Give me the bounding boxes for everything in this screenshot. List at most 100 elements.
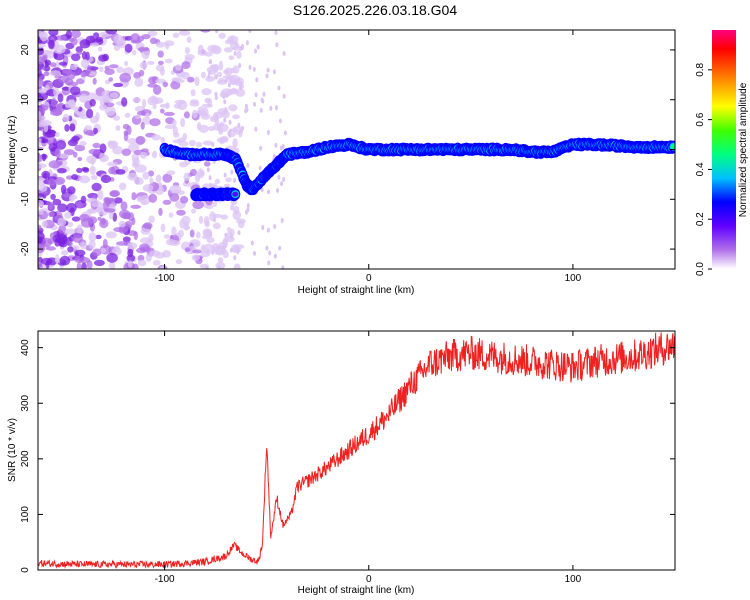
x-tick-label: 0	[366, 273, 372, 284]
y-tick-label: -20	[20, 241, 31, 256]
noise-blob	[148, 170, 154, 177]
noise-blob	[272, 69, 276, 75]
noise-blob	[132, 157, 140, 167]
noise-blob	[259, 145, 263, 151]
noise-blob	[228, 80, 240, 86]
noise-blob	[239, 81, 243, 87]
noise-blob	[108, 261, 116, 269]
noise-blob	[262, 91, 266, 97]
noise-blob	[101, 89, 113, 100]
noise-blob	[127, 138, 138, 145]
noise-blob	[122, 236, 131, 243]
noise-blob	[38, 244, 45, 248]
noise-blob	[143, 222, 153, 230]
noise-blob	[207, 74, 211, 79]
noise-blob	[86, 197, 97, 203]
noise-blob	[98, 54, 108, 62]
noise-blob	[253, 250, 256, 256]
noise-blob	[198, 215, 204, 224]
noise-blob	[268, 250, 272, 256]
noise-blob	[105, 30, 117, 35]
noise-blob	[128, 143, 140, 153]
noise-blob	[139, 243, 150, 252]
noise-blob	[218, 60, 224, 71]
noise-blob	[116, 66, 124, 74]
noise-blob	[183, 172, 191, 181]
noise-blob	[232, 138, 238, 148]
noise-blob	[141, 34, 151, 40]
snr-panel: -100 0 100 0 100 200 300 400 Height of straight…	[7, 330, 676, 596]
noise-blob	[186, 36, 192, 43]
noise-blob	[173, 132, 180, 138]
x-tick-label: 100	[565, 574, 582, 585]
noise-blob	[192, 249, 203, 254]
noise-blob	[38, 224, 42, 230]
noise-blob	[184, 247, 191, 252]
noise-blob	[192, 200, 204, 210]
noise-blob	[260, 97, 264, 103]
noise-blob	[57, 217, 67, 227]
noise-blob	[55, 35, 68, 41]
noise-blob	[214, 118, 220, 126]
noise-blob	[141, 49, 150, 60]
noise-blob	[78, 256, 91, 264]
noise-blob	[141, 200, 147, 206]
noise-blob	[74, 144, 86, 152]
ridge-cell	[670, 144, 675, 150]
noise-blob	[62, 113, 70, 122]
noise-blob	[225, 177, 232, 183]
noise-blob	[280, 181, 284, 187]
noise-blob	[87, 92, 98, 102]
noise-blob	[200, 71, 206, 79]
noise-blob	[169, 192, 180, 202]
noise-blob	[246, 162, 250, 168]
y-tick-label: 300	[20, 394, 31, 411]
noise-blob	[99, 143, 107, 154]
noise-blob	[173, 103, 182, 109]
noise-blob	[176, 209, 186, 216]
noise-blob	[151, 134, 161, 141]
noise-blob	[172, 119, 177, 127]
noise-blob	[100, 247, 106, 254]
noise-blob	[233, 205, 240, 215]
noise-blob	[79, 93, 89, 103]
noise-blob	[87, 208, 95, 214]
noise-blob	[86, 65, 92, 75]
noise-blob	[139, 61, 148, 69]
noise-blob	[222, 239, 228, 249]
noise-blob	[252, 66, 256, 72]
noise-blob	[44, 59, 51, 66]
noise-blob	[123, 131, 129, 142]
noise-blob	[127, 242, 138, 250]
noise-blob	[216, 71, 223, 78]
noise-blob	[232, 125, 243, 135]
noise-blob	[151, 150, 158, 159]
noise-blob	[92, 248, 102, 257]
snr-series-line	[38, 332, 675, 569]
noise-blob	[38, 56, 45, 65]
noise-blob	[230, 169, 234, 175]
noise-blob	[43, 71, 50, 77]
noise-blob	[60, 250, 69, 256]
spectrogram-xlabel: Height of straight line (km)	[298, 285, 415, 296]
noise-blob	[38, 261, 43, 269]
x-tick-label: 0	[366, 574, 372, 585]
noise-blob	[76, 262, 82, 269]
noise-blob	[69, 123, 76, 132]
y-tick-label: 10	[20, 94, 31, 106]
noise-blob	[38, 142, 42, 147]
noise-blob	[96, 95, 102, 101]
noise-blob	[165, 42, 170, 50]
y-tick-label: 20	[20, 44, 31, 56]
noise-blob	[38, 120, 47, 128]
noise-blob	[104, 208, 116, 213]
noise-blob	[157, 50, 164, 58]
noise-blob	[160, 223, 166, 233]
noise-blob	[226, 88, 239, 95]
noise-blob	[107, 161, 118, 167]
noise-blob	[222, 75, 234, 80]
y-tick-label: 100	[20, 506, 31, 523]
noise-blob	[256, 44, 260, 50]
noise-blob	[159, 67, 165, 76]
